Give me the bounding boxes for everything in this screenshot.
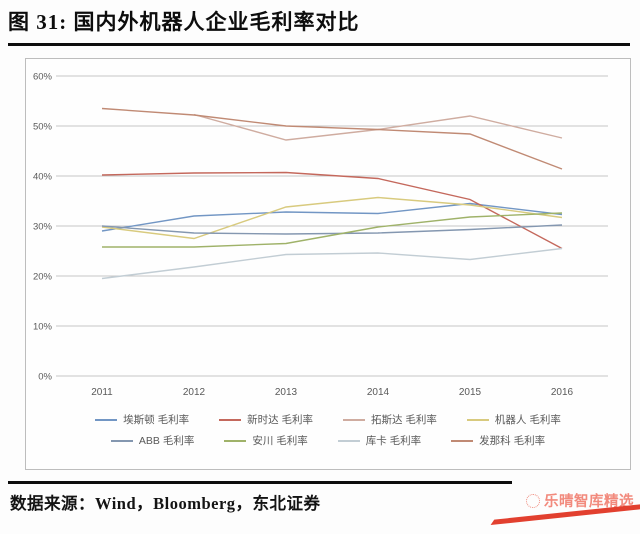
figure-title-block: 图 31: 国内外机器人企业毛利率对比 (8, 6, 630, 46)
svg-text:60%: 60% (33, 72, 53, 83)
legend-item-step: 新时达 毛利率 (219, 412, 313, 427)
legend-item-yaskawa: 安川 毛利率 (224, 433, 308, 448)
x-axis-labels: 2011 2012 2013 2014 2015 2016 (91, 387, 573, 398)
logo: 乐晴智库精选 (474, 490, 640, 526)
legend: 埃斯顿 毛利率 新时达 毛利率 拓斯达 毛利率 机器人 毛利率 ABB 毛利率 安川 毛… (26, 409, 630, 451)
legend-label: 库卡 毛利率 (365, 435, 422, 447)
series-line-abb (101, 224, 563, 235)
footer-rule (8, 481, 512, 484)
svg-text:2011: 2011 (91, 387, 113, 398)
legend-item-fanuc: 发那科 毛利率 (451, 433, 545, 448)
figure-title: 图 31: 国内外机器人企业毛利率对比 (8, 10, 360, 34)
plot-area: 0% 10% 20% 30% 40% 50% 60% 2011 2012 2013 2014 2015… (33, 72, 608, 398)
legend-label: 机器人 毛利率 (494, 414, 561, 426)
svg-text:50%: 50% (33, 122, 53, 133)
legend-label: 新时达 毛利率 (247, 414, 313, 426)
legend-item-abb: ABB 毛利率 (110, 433, 195, 448)
svg-text:10%: 10% (33, 322, 53, 333)
legend-line-icon (224, 439, 247, 442)
legend-label: 安川 毛利率 (252, 435, 308, 447)
legend-label: 发那科 毛利率 (479, 435, 546, 447)
svg-text:20%: 20% (33, 272, 53, 283)
legend-line-icon (95, 418, 118, 421)
legend-item-estun: 埃斯顿 毛利率 (95, 412, 189, 427)
legend-line-icon (343, 418, 365, 421)
svg-text:2013: 2013 (275, 387, 298, 398)
svg-text:40%: 40% (33, 172, 53, 183)
legend-line-icon (337, 439, 360, 442)
series-line-estun (101, 202, 563, 232)
sun-logo-icon (526, 493, 540, 508)
series-line-siasun (101, 196, 563, 240)
data-source-text: 数据来源：Wind，Bloomberg，东北证券 (10, 494, 321, 513)
legend-line-icon (110, 439, 133, 442)
series-line-topstar (193, 113, 563, 141)
y-axis-labels: 0% 10% 20% 30% 40% 50% 60% (33, 72, 53, 383)
legend-line-icon (466, 418, 489, 421)
svg-text:2014: 2014 (367, 387, 390, 398)
legend-line-icon (451, 439, 474, 442)
legend-row-2: ABB 毛利率 安川 毛利率 库卡 毛利率 发那科 毛利率 (26, 430, 630, 451)
svg-text:2012: 2012 (183, 387, 206, 398)
legend-label: ABB 毛利率 (138, 435, 195, 447)
legend-item-siasun: 机器人 毛利率 (466, 412, 561, 427)
legend-row-1: 埃斯顿 毛利率 新时达 毛利率 拓斯达 毛利率 机器人 毛利率 (26, 409, 630, 430)
logo-text: 乐晴智库精选 (544, 494, 634, 510)
logo-line: 乐晴智库精选 (474, 490, 634, 511)
svg-text:2015: 2015 (459, 387, 482, 398)
legend-item-kuka: 库卡 毛利率 (337, 433, 422, 448)
legend-line-icon (219, 418, 242, 421)
series-line-yaskawa (102, 212, 563, 248)
svg-text:2016: 2016 (551, 387, 574, 398)
series-line-kuka (101, 247, 563, 280)
series-line-step (101, 171, 563, 250)
gridlines (56, 75, 608, 377)
legend-label: 埃斯顿 毛利率 (123, 414, 190, 426)
svg-text:30%: 30% (33, 222, 53, 233)
chart-figure: 0% 10% 20% 30% 40% 50% 60% 2011 2012 2013 2014 2015… (25, 58, 631, 470)
series-line-fanuc (101, 107, 563, 170)
svg-text:0%: 0% (38, 372, 52, 383)
legend-label: 拓斯达 毛利率 (371, 414, 437, 426)
legend-item-topstar: 拓斯达 毛利率 (343, 412, 437, 427)
